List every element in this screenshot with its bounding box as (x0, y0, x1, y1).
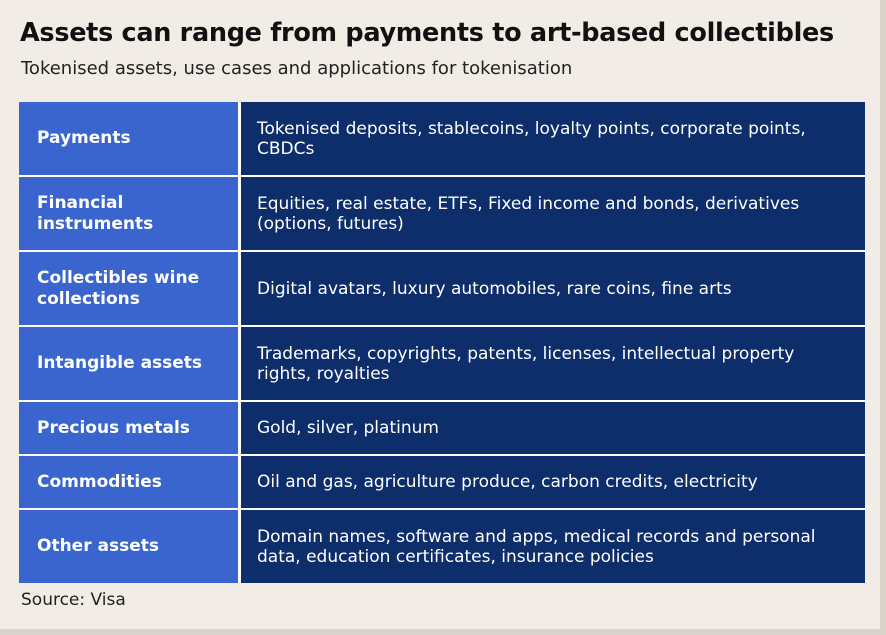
table-row: Other assets Domain names, software and … (19, 510, 865, 583)
asset-table: Payments Tokenised deposits, stablecoins… (19, 102, 865, 583)
row-examples: Tokenised deposits, stablecoins, loyalty… (241, 102, 865, 175)
row-examples: Oil and gas, agriculture produce, carbon… (241, 456, 865, 508)
row-examples: Digital avatars, luxury automobiles, rar… (241, 252, 865, 325)
row-examples: Domain names, software and apps, medical… (241, 510, 865, 583)
table-row: Intangible assets Trademarks, copyrights… (19, 327, 865, 402)
row-examples: Equities, real estate, ETFs, Fixed incom… (241, 177, 865, 250)
table-row: Commodities Oil and gas, agriculture pro… (19, 456, 865, 510)
row-category: Intangible assets (19, 327, 241, 400)
table-row: Payments Tokenised deposits, stablecoins… (19, 102, 865, 177)
figure-subtitle: Tokenised assets, use cases and applicat… (21, 58, 573, 79)
row-examples: Trademarks, copyrights, patents, license… (241, 327, 865, 400)
row-category: Precious metals (19, 402, 241, 454)
row-category: Commodities (19, 456, 241, 508)
table-row: Collectibles wine collections Digital av… (19, 252, 865, 327)
row-examples: Gold, silver, platinum (241, 402, 865, 454)
row-category: Financial instruments (19, 177, 241, 250)
figure-title: Assets can range from payments to art-ba… (20, 18, 834, 48)
table-row: Precious metals Gold, silver, platinum (19, 402, 865, 456)
row-category: Other assets (19, 510, 241, 583)
row-category: Payments (19, 102, 241, 175)
table-row: Financial instruments Equities, real est… (19, 177, 865, 252)
row-category: Collectibles wine collections (19, 252, 241, 325)
source-note: Source: Visa (21, 590, 126, 610)
